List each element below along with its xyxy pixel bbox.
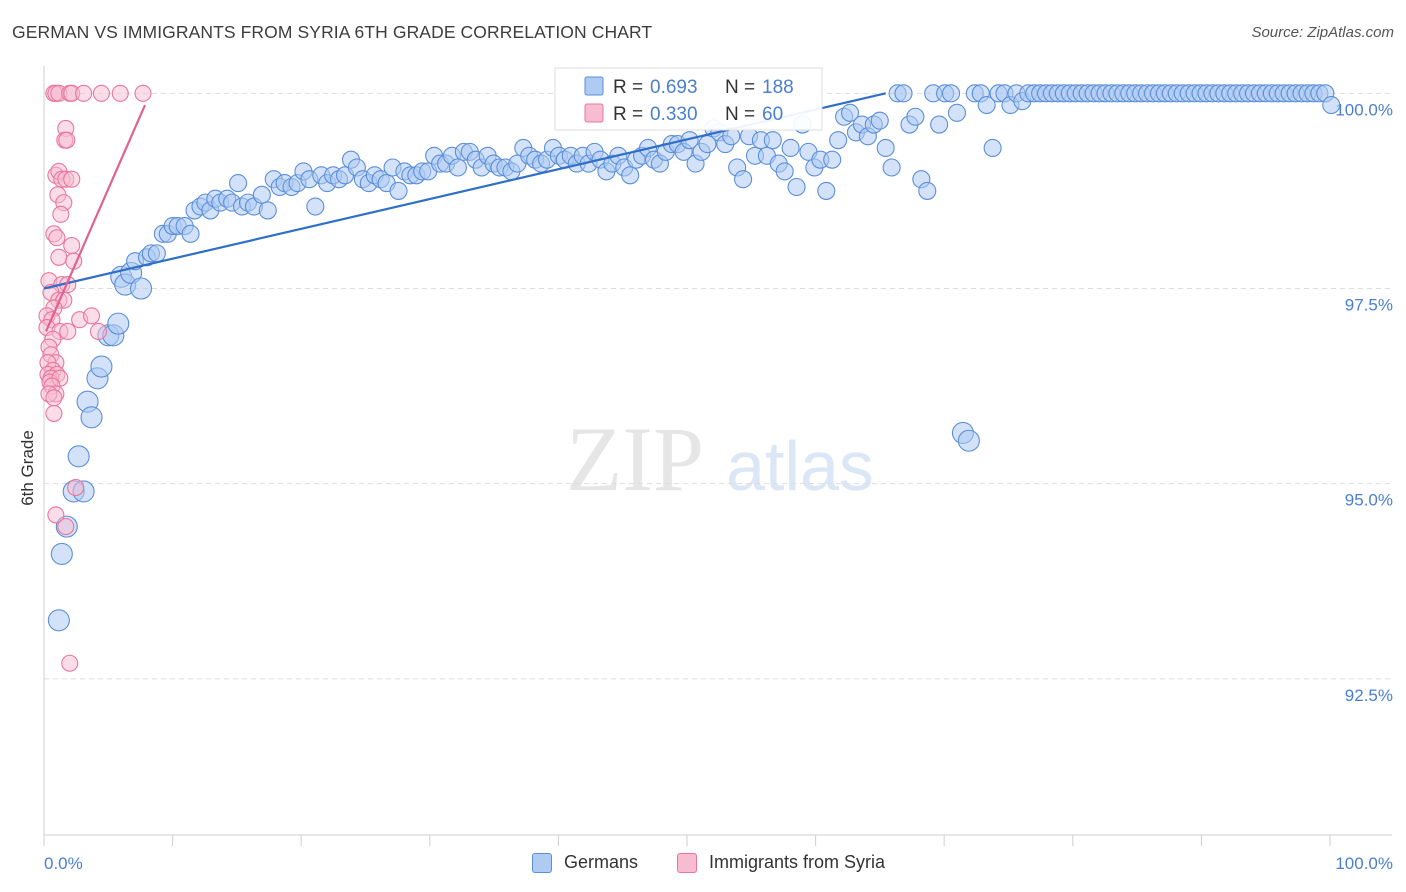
syria-point [63,237,81,255]
germans-point [90,355,113,378]
germans-point [306,197,325,216]
syria-point [63,170,81,188]
bottom-legend: Germans Immigrants from Syria [0,852,1406,878]
y-tick-label: 100.0% [1335,100,1393,119]
germans-point [977,95,996,115]
syria-point [58,131,76,149]
germans-point [870,111,889,130]
y-tick-labels: 100.0% 97.5% 95.0% 92.5% [1335,100,1393,705]
germans-point [787,177,806,197]
germans-point [448,158,467,177]
x-tick-labels: 0.0% 100.0% [44,854,1393,873]
watermark-atlas: atlas [726,427,874,505]
syria-point [50,248,68,266]
germans-point [918,181,937,200]
germans-point [957,429,980,452]
germans-point [50,542,73,565]
germans-point [947,103,967,122]
legend-swatch-syria [677,852,697,873]
syria-point [82,307,101,325]
stats-r-label: R = [613,104,643,125]
syria-point [48,229,66,247]
legend-swatch-germans [532,852,552,873]
syria-point [57,518,75,536]
syria-trend-line [44,104,147,332]
germans-point [129,277,153,300]
stats-legend: R = 0.693 N = 188 R = 0.330 N = 60 [554,67,823,131]
stats-r-value: 0.330 [650,104,698,125]
germans-point [823,150,842,169]
x-tick-label: 0.0% [44,854,83,873]
syria-point [89,322,108,340]
stats-n-value: 188 [762,77,794,98]
germans-point [258,201,277,220]
germans-point [67,445,90,468]
germans-point [181,224,200,243]
germans-point [817,181,836,200]
syria-point [92,84,110,102]
syria-point [111,84,129,102]
legend-item-germans[interactable]: Germans [532,852,638,873]
y-tick-label: 95.0% [1345,491,1393,510]
syria-point [75,84,93,102]
germans-point [882,158,901,177]
germans-point [829,131,848,150]
germans-point [763,131,782,150]
germans-point [941,84,961,103]
syria-point [61,654,79,672]
source-label: Source: ZipAtlas.com [1251,24,1394,41]
legend-label-syria: Immigrants from Syria [709,852,886,872]
syria-point [52,205,70,223]
germans-point [389,181,408,200]
syria-point [47,506,65,524]
axes [43,66,1392,846]
germans-point [229,174,248,193]
germans-point [47,609,70,632]
syria-point [67,479,85,497]
germans-point [775,162,794,181]
germans-point [252,185,271,204]
y-axis-label-group: 6th Grade [18,430,37,506]
syria-point [45,389,63,407]
germans-point [906,107,925,126]
germans-points [47,84,1341,632]
germans-point [621,166,640,185]
germans-point [80,406,103,429]
syria-point [45,404,63,422]
germans-point [894,84,913,103]
stats-swatch [584,103,604,123]
syria-points [38,84,152,672]
y-axis-label: 6th Grade [18,430,37,506]
germans-point [1322,95,1341,115]
germans-point [930,115,949,134]
x-tick-label: 100.0% [1335,854,1393,873]
watermark: ZIP atlas [566,408,874,510]
legend-label-germans: Germans [564,852,639,872]
syria-point [59,322,77,340]
syria-point [134,84,152,102]
germans-point [147,244,166,263]
germans-point [840,103,860,122]
germans-point [983,138,1002,158]
y-tick-label: 97.5% [1345,296,1393,315]
stats-swatch [584,76,604,96]
stats-n-value: 60 [762,104,783,125]
stats-n-label: N = [725,104,755,125]
stats-r-value: 0.693 [650,77,698,98]
germans-point [107,312,130,335]
germans-point [876,138,895,158]
y-tick-label: 92.5% [1345,686,1393,705]
germans-point [734,170,753,189]
stats-n-label: N = [725,77,755,98]
legend-item-syria[interactable]: Immigrants from Syria [677,852,885,873]
stats-r-label: R = [613,77,643,98]
germans-point [781,138,800,158]
watermark-zip: ZIP [566,408,704,510]
chart-title: GERMAN VS IMMIGRANTS FROM SYRIA 6TH GRAD… [12,22,653,42]
